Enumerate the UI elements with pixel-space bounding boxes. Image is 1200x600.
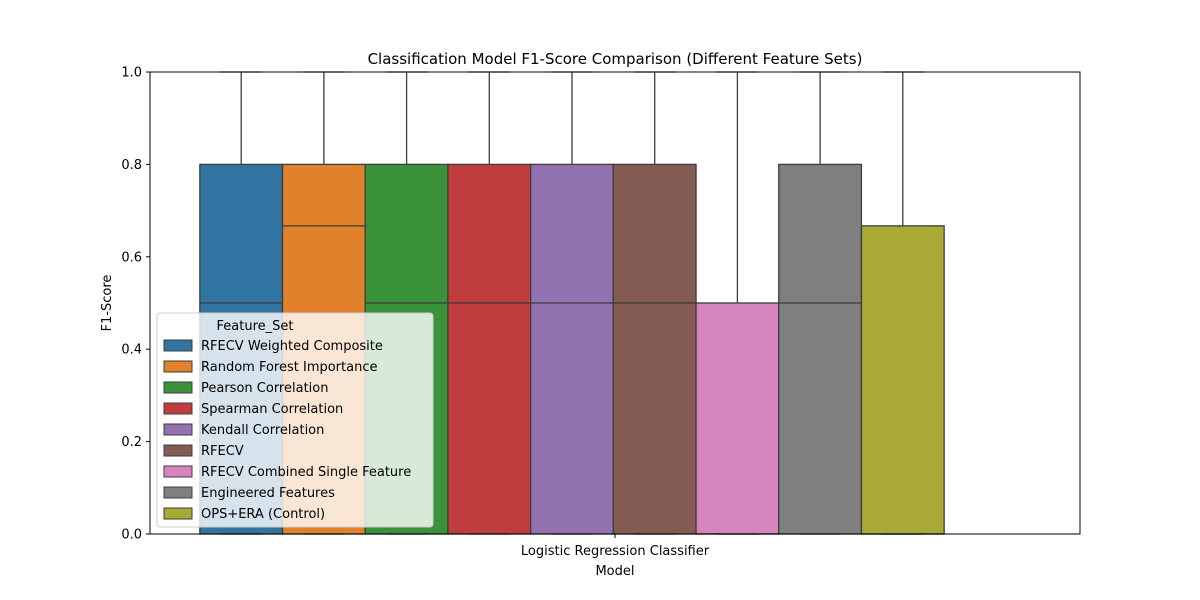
legend-title: Feature_Set xyxy=(217,319,294,334)
legend-label: Kendall Correlation xyxy=(201,423,324,438)
x-tick-label: Logistic Regression Classifier xyxy=(521,544,710,559)
legend-label: OPS+ERA (Control) xyxy=(201,507,325,522)
y-axis-label: F1-Score xyxy=(100,275,115,332)
legend-swatch xyxy=(163,444,193,457)
legend-swatch xyxy=(163,507,193,520)
box-4 xyxy=(530,71,615,535)
y-tick-label: 0.8 xyxy=(121,158,142,173)
legend-label: Engineered Features xyxy=(201,486,335,501)
legend-label: Random Forest Importance xyxy=(201,360,377,375)
y-tick-label: 0.4 xyxy=(121,343,142,358)
y-tick-label: 1.0 xyxy=(121,66,142,81)
box-body xyxy=(778,163,863,535)
box-body xyxy=(695,302,780,535)
y-tick-label: 0.0 xyxy=(121,528,142,543)
box-body xyxy=(447,163,532,535)
legend-label: Spearman Correlation xyxy=(201,402,343,417)
box-5 xyxy=(612,71,697,535)
box-3 xyxy=(447,71,532,535)
axes: 0.0 0.2 0.4 0.6 0.8 1.0 Logistic Regression Cl… xyxy=(121,66,1081,559)
legend-swatch xyxy=(163,423,193,436)
box-7 xyxy=(778,71,863,535)
legend-swatch xyxy=(163,339,193,352)
box-body xyxy=(530,163,615,535)
legend-label: RFECV Combined Single Feature xyxy=(201,465,411,480)
chart-title: Classification Model F1-Score Comparison… xyxy=(368,50,863,68)
box-8 xyxy=(860,71,945,535)
legend-swatch xyxy=(163,381,193,394)
legend-swatch xyxy=(163,402,193,415)
legend-swatch xyxy=(163,486,193,499)
x-axis-label: Model xyxy=(595,564,634,579)
box-body xyxy=(612,163,697,535)
box-body xyxy=(860,225,945,535)
legend-swatch xyxy=(163,360,193,373)
legend-swatch xyxy=(163,465,193,478)
y-tick-label: 0.2 xyxy=(121,435,142,450)
legend-label: RFECV xyxy=(201,444,244,459)
legend: Feature_Set RFECV Weighted Composite Rando… xyxy=(156,312,434,528)
legend-frame xyxy=(156,312,434,528)
legend-label: RFECV Weighted Composite xyxy=(201,339,383,354)
y-tick-label: 0.6 xyxy=(121,250,142,265)
legend-label: Pearson Correlation xyxy=(201,381,328,396)
